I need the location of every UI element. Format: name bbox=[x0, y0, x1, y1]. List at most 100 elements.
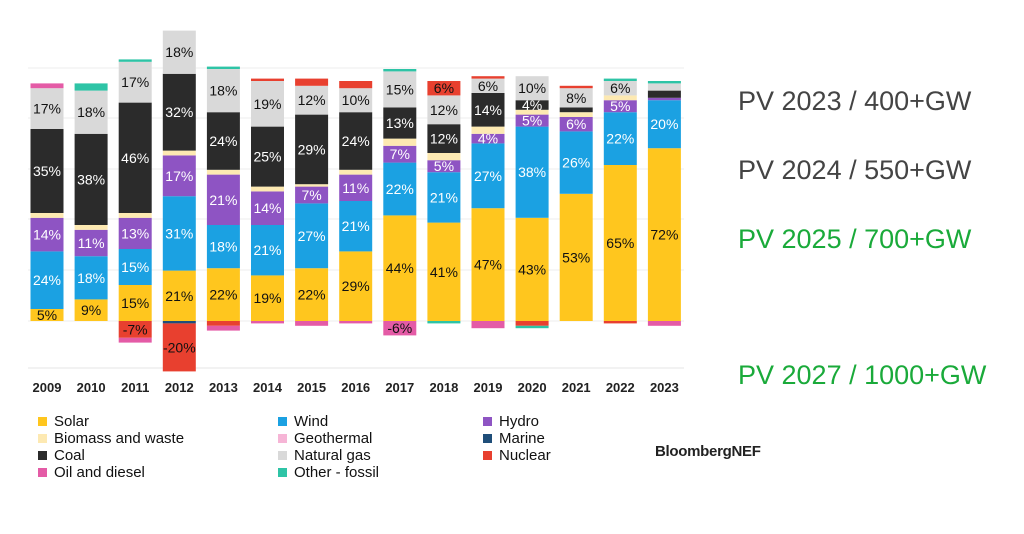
data-label: 12% bbox=[430, 131, 458, 147]
bar-segment-marine bbox=[162, 321, 196, 324]
bar-segment-hydro bbox=[251, 191, 284, 225]
bar-segment-hydro bbox=[30, 217, 64, 252]
data-label: 5% bbox=[37, 307, 57, 323]
bar-segment-other-fossil bbox=[206, 66, 240, 69]
bar-segment-oil-and-diesel bbox=[383, 321, 417, 336]
data-label: 24% bbox=[342, 133, 370, 149]
data-label: 22% bbox=[209, 287, 237, 303]
data-label: 19% bbox=[253, 96, 281, 112]
data-label: 14% bbox=[33, 227, 61, 243]
data-label: 44% bbox=[386, 260, 414, 276]
data-label: 6% bbox=[566, 116, 586, 132]
bar-segment-coal bbox=[515, 100, 549, 110]
legend-swatch bbox=[38, 468, 47, 477]
bar-segment-wind bbox=[118, 249, 152, 285]
bar-segment-biomass-and-waste bbox=[383, 138, 417, 146]
stacked-bar-chart: 5% 24% 14% 35% 17% 2009 9% 18% 11% 38% 18% 2010 15% 1… bbox=[28, 30, 684, 395]
bar-segment-coal bbox=[559, 107, 593, 113]
bar-segment-wind bbox=[603, 112, 637, 165]
bar-segment-biomass-and-waste bbox=[427, 153, 461, 161]
bar-segment-biomass-and-waste bbox=[339, 169, 373, 175]
bar-segment-biomass-and-waste bbox=[515, 109, 549, 115]
data-label: 11% bbox=[342, 180, 369, 196]
legend-label: Hydro bbox=[499, 413, 540, 430]
bar-segment-coal bbox=[30, 129, 64, 213]
data-label: 17% bbox=[33, 101, 61, 117]
bar-segment-wind bbox=[74, 256, 108, 300]
data-label: 43% bbox=[518, 261, 546, 277]
bar-segment-solar bbox=[515, 217, 549, 321]
data-label: 11% bbox=[78, 235, 105, 251]
bar-segment-coal bbox=[74, 133, 108, 225]
bar-segment-solar bbox=[471, 208, 505, 321]
data-label: 29% bbox=[298, 141, 326, 157]
bar-segment-solar bbox=[118, 285, 152, 321]
bar-segment-hydro bbox=[603, 100, 637, 113]
bar-segment-natural-gas bbox=[383, 71, 417, 108]
bar-segment-oil-and-diesel bbox=[251, 321, 284, 324]
bar-segment-biomass-and-waste bbox=[206, 169, 240, 175]
data-label: 31% bbox=[165, 225, 193, 241]
legend-item: Geothermal bbox=[278, 430, 483, 447]
bar-segment-natural-gas bbox=[471, 78, 505, 93]
bar-segment-nuclear bbox=[162, 323, 196, 372]
bar-segment-natural-gas bbox=[162, 30, 196, 74]
legend-item: Solar bbox=[38, 413, 278, 430]
legend-item: Nuclear bbox=[483, 447, 603, 464]
legend-item: Hydro bbox=[483, 413, 603, 430]
legend: Solar Wind Hydro Biomass and waste Geotherma… bbox=[38, 413, 598, 481]
x-tick-label: 2010 bbox=[77, 380, 106, 395]
data-label: 15% bbox=[386, 81, 414, 97]
bar-segment-biomass-and-waste bbox=[559, 112, 593, 117]
legend-swatch bbox=[278, 417, 287, 426]
data-label: 29% bbox=[342, 278, 370, 294]
pv-target-2024: PV 2024 / 550+GW bbox=[738, 155, 972, 185]
data-label: 26% bbox=[562, 155, 590, 171]
x-tick-label: 2011 bbox=[121, 380, 149, 395]
bar-segment-coal bbox=[251, 126, 284, 187]
bar-segment-nuclear bbox=[603, 321, 637, 324]
legend-label: Marine bbox=[499, 430, 545, 447]
bar-segment-hydro bbox=[339, 174, 373, 201]
data-label: 18% bbox=[165, 44, 193, 60]
bar-segment-wind bbox=[647, 100, 681, 149]
legend-item: Coal bbox=[38, 447, 278, 464]
bar-segment-natural-gas bbox=[206, 69, 240, 113]
data-label: 18% bbox=[77, 270, 105, 286]
x-tick-label: 2018 bbox=[429, 380, 458, 395]
data-label: 10% bbox=[518, 80, 546, 96]
x-tick-label: 2023 bbox=[650, 380, 679, 395]
bar-segment-wind bbox=[339, 201, 373, 252]
bar-segment-coal bbox=[383, 107, 417, 139]
bar-segment-solar bbox=[30, 309, 64, 321]
legend-swatch bbox=[38, 417, 47, 426]
bar-segment-solar bbox=[339, 251, 373, 321]
x-tick-label: 2012 bbox=[165, 380, 194, 395]
legend-swatch bbox=[278, 451, 287, 460]
data-label: 18% bbox=[209, 83, 237, 99]
data-label: 25% bbox=[253, 149, 281, 165]
bar-segment-natural-gas bbox=[339, 88, 373, 113]
bar-segment-coal bbox=[295, 114, 329, 185]
bar-segment-wind bbox=[427, 172, 461, 223]
bar-segment-oil-and-diesel bbox=[295, 321, 329, 326]
legend-label: Wind bbox=[294, 413, 329, 430]
legend-label: Nuclear bbox=[499, 447, 551, 464]
x-tick-label: 2009 bbox=[33, 380, 62, 395]
data-label: 4% bbox=[522, 97, 542, 113]
data-label: 22% bbox=[386, 181, 414, 197]
bar-segment-other-fossil bbox=[647, 81, 681, 84]
bar-segment-oil-and-diesel bbox=[30, 83, 64, 89]
bar-segment-oil-and-diesel bbox=[471, 321, 505, 329]
data-label: 19% bbox=[253, 290, 281, 306]
bar-segment-natural-gas bbox=[559, 88, 593, 108]
x-tick-label: 2015 bbox=[297, 380, 326, 395]
bar-segment-wind bbox=[383, 162, 417, 216]
data-label: 4% bbox=[478, 131, 498, 147]
data-label: -6% bbox=[387, 320, 412, 336]
data-label: 15% bbox=[121, 295, 149, 311]
bar-segment-solar bbox=[251, 275, 284, 321]
bar-segment-nuclear bbox=[559, 85, 593, 89]
legend-label: Solar bbox=[54, 413, 90, 430]
data-label: 5% bbox=[522, 113, 542, 129]
